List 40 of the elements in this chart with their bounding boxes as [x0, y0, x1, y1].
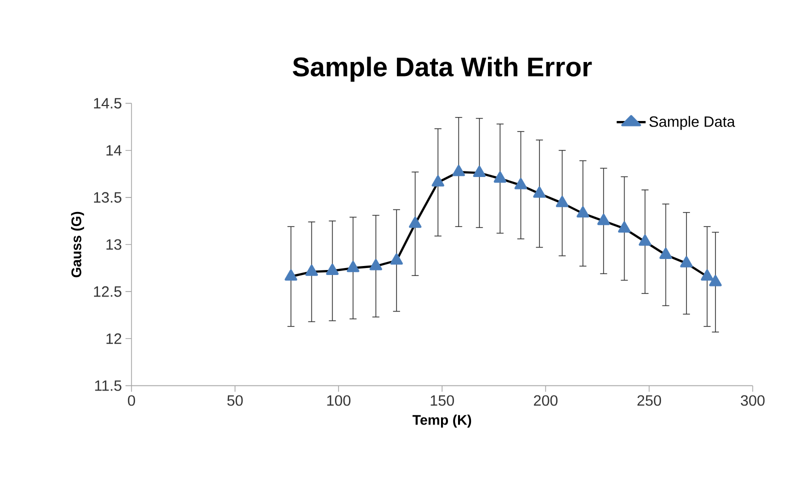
point	[659, 248, 672, 259]
point	[432, 175, 444, 186]
y-tick-label: 14	[106, 145, 122, 156]
x-tick-label: 50	[227, 395, 243, 406]
point	[346, 260, 360, 272]
x-axis-title: Temp (K)	[412, 414, 472, 428]
y-axis-title: Gauss (G)	[71, 212, 84, 278]
point	[618, 221, 631, 233]
x-tick-label: 250	[637, 395, 662, 406]
y-tick-label: 11.5	[95, 380, 122, 391]
point	[408, 216, 422, 228]
x-tick-label: 200	[534, 395, 558, 406]
point	[390, 253, 403, 265]
x-tick-label: 100	[327, 395, 350, 406]
point	[326, 264, 339, 275]
point	[305, 264, 318, 276]
point	[370, 259, 382, 270]
legend-label: Sample Data	[649, 116, 736, 130]
point	[709, 275, 722, 286]
x-tick-label: 0	[128, 395, 136, 406]
point	[700, 269, 714, 281]
point	[680, 256, 693, 268]
y-tick-label: 12.5	[94, 286, 122, 297]
x-tick-label: 300	[740, 395, 765, 406]
point	[494, 172, 506, 183]
point	[556, 196, 568, 208]
point	[638, 234, 652, 246]
y-tick-label: 13	[106, 239, 122, 250]
y-tick-label: 14.5	[94, 98, 122, 109]
point	[452, 164, 465, 176]
x-tick-label: 150	[430, 395, 454, 406]
point	[284, 269, 298, 281]
point	[533, 186, 546, 198]
point	[597, 214, 610, 226]
y-tick-label: 12	[106, 333, 122, 344]
point	[576, 206, 590, 218]
y-tick-label: 13.5	[94, 192, 122, 203]
point	[473, 166, 486, 178]
chart-title: Sample Data With Error	[292, 56, 592, 82]
point	[514, 178, 528, 190]
